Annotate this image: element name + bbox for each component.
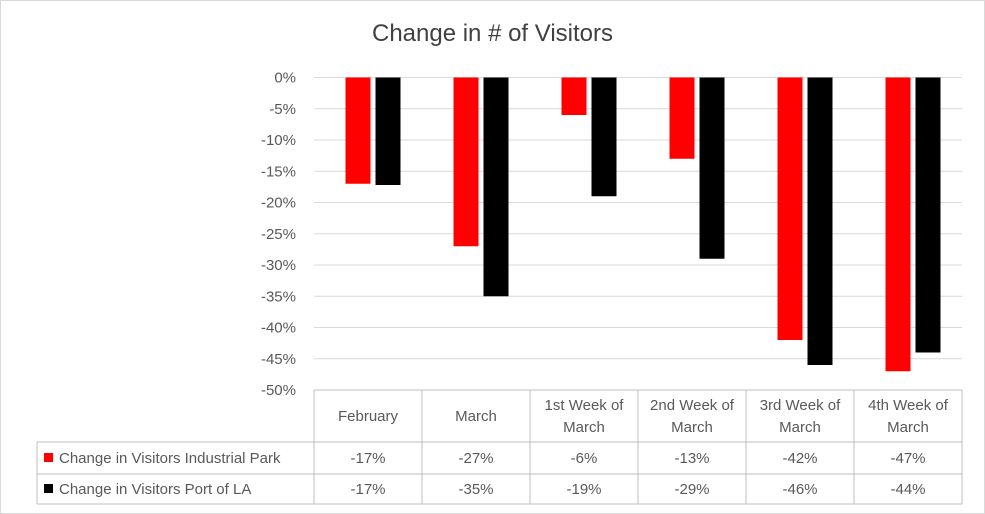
bar: [345, 77, 371, 184]
x-category-label: March: [671, 419, 713, 436]
y-tick-label: -15%: [261, 163, 296, 180]
x-category-label: February: [338, 408, 399, 425]
data-table-value: -44%: [890, 481, 925, 498]
y-tick-label: -25%: [261, 226, 296, 243]
x-category-label: March: [455, 408, 497, 425]
data-table-value: -27%: [458, 450, 493, 467]
y-tick-label: -50%: [261, 382, 296, 399]
x-category-label: 4th Week of: [868, 397, 949, 414]
data-table-value: -29%: [674, 481, 709, 498]
bar: [375, 77, 401, 185]
data-table-value: -19%: [566, 481, 601, 498]
data-table-value: -17%: [350, 450, 385, 467]
bar: [453, 77, 479, 247]
bar: [591, 77, 617, 197]
x-category-label: March: [779, 419, 821, 436]
bar: [699, 77, 725, 259]
bar: [483, 77, 509, 297]
bar: [807, 77, 833, 365]
y-tick-label: 0%: [274, 70, 296, 87]
bar: [777, 77, 803, 340]
data-table-value: -35%: [458, 481, 493, 498]
y-tick-label: -40%: [261, 320, 296, 337]
x-category-label: 2nd Week of: [650, 397, 735, 414]
bar: [669, 77, 695, 159]
data-table-value: -17%: [350, 481, 385, 498]
legend-label: Change in Visitors Industrial Park: [59, 450, 281, 467]
y-tick-label: -10%: [261, 132, 296, 149]
legend-key: [44, 484, 53, 493]
data-table-value: -46%: [782, 481, 817, 498]
legend-label: Change in Visitors Port of LA: [59, 481, 251, 498]
data-table-value: -13%: [674, 450, 709, 467]
chart-title: Change in # of Visitors: [371, 20, 614, 47]
bar: [561, 77, 587, 115]
y-tick-label: -30%: [261, 257, 296, 274]
bar: [915, 77, 941, 353]
bar: [885, 77, 911, 372]
data-table-value: -47%: [890, 450, 925, 467]
y-tick-label: -45%: [261, 351, 296, 368]
data-table-value: -42%: [782, 450, 817, 467]
x-category-label: March: [563, 419, 605, 436]
x-category-label: March: [887, 419, 929, 436]
data-table-value: -6%: [571, 450, 598, 467]
y-tick-label: -5%: [269, 101, 296, 118]
y-tick-label: -20%: [261, 195, 296, 212]
x-category-label: 1st Week of: [545, 397, 625, 414]
x-category-label: 3rd Week of: [760, 397, 841, 414]
y-tick-label: -35%: [261, 288, 296, 305]
legend-key: [44, 453, 53, 462]
